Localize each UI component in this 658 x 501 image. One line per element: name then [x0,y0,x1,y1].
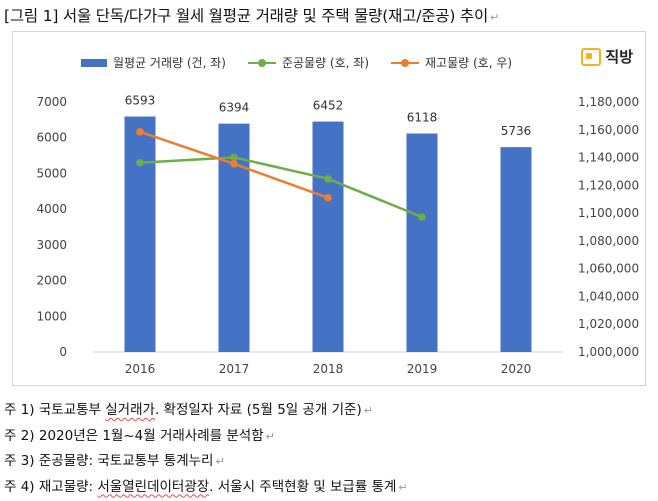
y-right-tick-label: 1,180,000 [578,95,639,109]
y-right-tick-label: 1,080,000 [578,234,639,248]
footnotes: 주 1) 국토교통부 실거래가. 확정일자 자료 (5월 5일 공개 기준) ↵ 주… [4,398,408,500]
bar-data-label: 5736 [501,124,532,138]
x-tick-label: 2018 [313,362,344,376]
footnote-1: 주 1) 국토교통부 실거래가. 확정일자 자료 (5월 5일 공개 기준) ↵ [4,398,408,424]
bar [124,116,156,353]
bar-data-label: 6394 [219,101,250,115]
y-left-tick-label: 6000 [36,131,67,145]
footnote-4: 주 4) 재고물량: 서울열린데이터광장. 서울시 주택현황 및 보급률 통계 ↵ [4,475,408,501]
footnote-3: 주 3) 준공물량: 국토교통부 통계누리 ↵ [4,449,408,475]
paragraph-mark-icon: ↵ [490,11,500,24]
footnote-prefix: 주 3) [4,453,39,469]
house-logo-icon [581,47,602,66]
y-right-tick-label: 1,020,000 [578,317,639,331]
figure-title: [그림 1] 서울 단독/다가구 월세 월평균 거래량 및 주택 물량(재고/준… [4,4,499,26]
completion-series-line [139,156,423,219]
footnote-text: 재고물량: [38,478,98,495]
legend-label: 준공물량 (호, 좌) [281,56,370,70]
y-left-tick-label: 7000 [36,95,67,109]
completion-series-point [324,174,332,183]
y-left-tick-label: 0 [59,345,67,359]
footnote-2: 주 2) 2020년은 1월~4월 거래사례를 분석함 ↵ [4,424,408,450]
y-left-tick-label: 2000 [36,274,67,288]
x-tick-label: 2019 [407,362,438,376]
bar [406,133,438,352]
paragraph-mark-icon: ↵ [265,429,275,443]
stock-series-point [324,194,332,202]
y-right-tick-label: 1,060,000 [578,262,639,276]
chart-container: 0 1000 2000 3000 4000 5000 6000 7000 1,000,000 1,… [12,31,646,386]
legend-swatch-line-icon [247,58,276,67]
stock-series-point [136,128,144,136]
paragraph-mark-icon: ↵ [398,480,408,494]
paragraph-mark-icon: ↵ [363,404,373,417]
y-right-tick-label: 1,000,000 [578,345,639,359]
bar-data-label: 6452 [313,99,344,113]
y-right-tick-label: 1,160,000 [578,123,639,137]
bar-data-label: 6118 [407,111,438,125]
bar [500,147,532,352]
y-right-tick-label: 1,140,000 [578,151,639,165]
legend-swatch-bar-icon [81,58,107,67]
y-left-tick-label: 5000 [36,166,67,180]
y-left-tick-label: 4000 [36,202,67,216]
footnote-text: 준공물량: 국토교통부 통계누리 [38,453,214,469]
footnote-text: . 서울시 주택현황 및 보급률 통계 [209,478,397,495]
chart-svg: 0 1000 2000 3000 4000 5000 6000 7000 1,000,000 1,… [36,94,639,376]
footnote-prefix: 주 4) [4,478,39,495]
x-tick-label: 2020 [501,362,532,376]
legend-swatch-line-icon [391,58,420,67]
y-right-tick-label: 1,100,000 [578,206,639,220]
zigbang-logo: 직방 [581,46,633,67]
footnote-text: . 확정일자 자료 (5월 5일 공개 기준) [154,402,362,418]
logo-text: 직방 [605,48,633,66]
bar-data-label: 6593 [125,94,156,108]
footnote-text: 서울열린데이터광장 [97,478,210,495]
chart-legend: 월평균 거래량 (건, 좌) 준공물량 (호, 좌) 재고물량 (호, 우) [81,54,512,71]
y-right-tick-label: 1,040,000 [578,289,639,303]
x-tick-label: 2016 [125,362,156,376]
footnote-text: 실거래가 [105,402,155,418]
legend-item-trade-volume: 월평균 거래량 (건, 좌) [81,54,226,71]
legend-label: 재고물량 (호, 우) [425,56,513,70]
stock-series-point [230,160,238,168]
legend-item-completion: 준공물량 (호, 좌) [247,54,370,71]
completion-series-point [136,158,144,167]
footnote-text: 국토교통부 [38,402,106,418]
paragraph-mark-icon: ↵ [215,455,225,468]
footnote-prefix: 주 1) [4,402,39,418]
bar [312,121,344,352]
completion-series-point [230,153,238,162]
footnote-prefix: 주 2) [4,427,39,444]
y-left-tick-label: 1000 [36,309,67,323]
completion-series-point [418,213,426,221]
x-tick-label: 2017 [219,362,250,376]
footnote-text: 2020년은 1월~4월 거래사례를 분석함 [38,427,264,444]
legend-item-stock: 재고물량 (호, 우) [391,54,512,71]
y-right-tick-label: 1,120,000 [578,178,639,192]
y-left-tick-label: 3000 [36,238,67,252]
figure-title-text: [그림 1] 서울 단독/다가구 월세 월평균 거래량 및 주택 물량(재고/준… [4,7,489,25]
legend-label: 월평균 거래량 (건, 좌) [113,56,226,70]
